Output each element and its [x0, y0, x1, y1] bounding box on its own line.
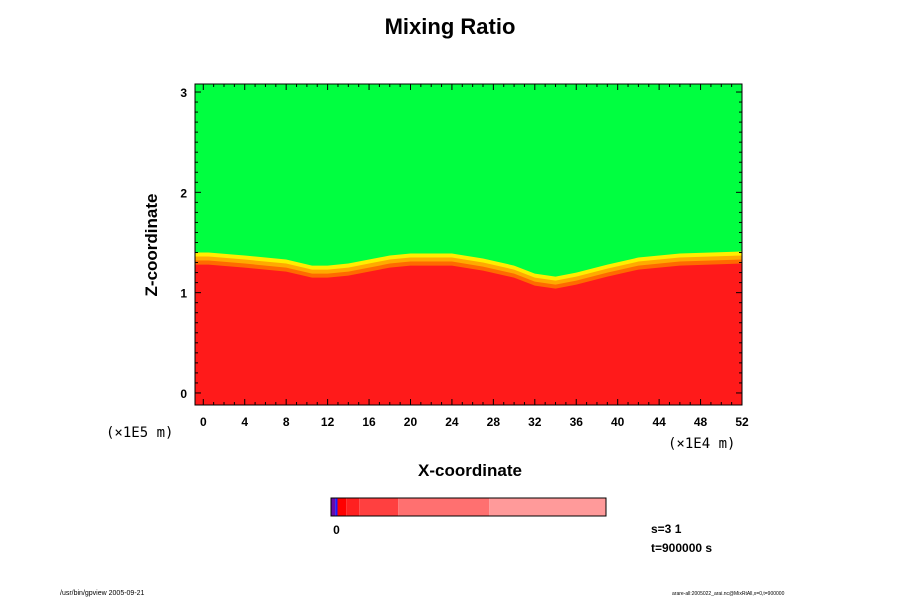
- footer-right: arare-all:2005022_arai.nc@MixRtAll,x=0,t…: [672, 591, 785, 597]
- info-line-2: t=900000 s: [651, 541, 713, 555]
- info-line-1: s=3 1: [651, 522, 682, 536]
- x-tick-label: 24: [445, 415, 459, 429]
- x-tick-label: 36: [570, 415, 584, 429]
- x-tick-label: 20: [404, 415, 418, 429]
- chart-title: Mixing Ratio: [384, 14, 516, 39]
- colorbar-segment: [331, 498, 336, 516]
- plot-content: [195, 84, 742, 405]
- x-tick-label: 28: [487, 415, 501, 429]
- x-axis-label: X-coordinate: [418, 461, 522, 480]
- x-tick-label: 44: [652, 415, 666, 429]
- x-tick-label: 48: [694, 415, 708, 429]
- colorbar-segment: [335, 498, 338, 516]
- colorbar-segment: [346, 498, 360, 516]
- colorbar-segment: [489, 498, 606, 516]
- y-tick-label: 0: [180, 387, 187, 401]
- plot-frame: [194, 83, 743, 406]
- x-tick-label: 4: [241, 415, 248, 429]
- colorbar-segment: [359, 498, 399, 516]
- colorbar-tick-label: 0: [333, 523, 340, 537]
- y-scale-label: (×1E5 m): [106, 425, 174, 441]
- x-tick-label: 12: [321, 415, 335, 429]
- lower-layer: [195, 263, 742, 405]
- x-tick-label: 40: [611, 415, 625, 429]
- x-tick-label: 16: [362, 415, 376, 429]
- footer-left: /usr/bin/gpview 2005-09-21: [60, 590, 145, 597]
- colorbar-segment: [337, 498, 347, 516]
- colorbar: 0: [330, 497, 607, 537]
- y-tick-label: 2: [180, 186, 187, 200]
- colorbar-frame: [330, 497, 607, 517]
- x-tick-label: 32: [528, 415, 542, 429]
- plot-area: [195, 84, 742, 405]
- x-tick-label: 52: [735, 415, 749, 429]
- y-tick-label: 1: [180, 287, 187, 301]
- x-scale-label: (×1E4 m): [668, 436, 736, 452]
- y-tick-label: 3: [180, 86, 187, 100]
- x-tick-label: 8: [283, 415, 290, 429]
- colorbar-segment: [398, 498, 490, 516]
- x-tick-label: 0: [200, 415, 207, 429]
